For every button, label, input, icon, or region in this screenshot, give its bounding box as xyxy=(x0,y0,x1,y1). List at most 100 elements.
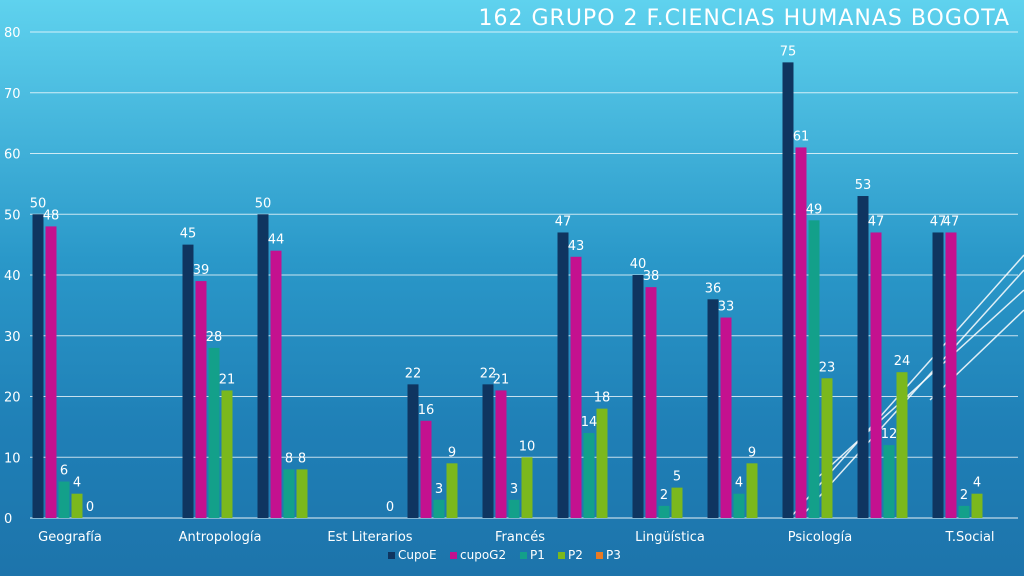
bar-p1 xyxy=(58,481,70,518)
data-label: 10 xyxy=(519,439,536,454)
bar-p1 xyxy=(208,347,220,518)
data-label: 47 xyxy=(868,214,885,229)
data-label: 8 xyxy=(298,451,306,466)
legend-label: CupoE xyxy=(398,548,437,562)
data-label: 21 xyxy=(493,372,510,387)
x-axis-ticks: Geografía Antropología Est Literarios Franc… xyxy=(38,530,994,545)
bar-p1 xyxy=(658,505,670,518)
bar-cupog2 xyxy=(645,287,657,518)
bar-cupoe xyxy=(632,275,644,518)
bar-p2 xyxy=(221,390,233,518)
bar-p2 xyxy=(521,457,533,518)
legend-swatch xyxy=(558,552,565,559)
data-label: 50 xyxy=(255,196,272,211)
data-label: 36 xyxy=(705,281,722,296)
bar-cupoe xyxy=(182,244,194,518)
legend-label: cupoG2 xyxy=(460,548,506,562)
data-label: 50 xyxy=(30,196,47,211)
y-tick-label: 10 xyxy=(4,451,21,466)
legend: CupoE cupoG2 P1 P2 P3 xyxy=(388,548,621,562)
bar-cupog2 xyxy=(45,226,57,518)
chart-title: 162 GRUPO 2 F.CIENCIAS HUMANAS BOGOTA xyxy=(478,6,1010,31)
y-tick-label: 60 xyxy=(4,148,21,163)
legend-swatch xyxy=(520,552,527,559)
bar-p2 xyxy=(971,493,983,518)
legend-swatch xyxy=(450,552,457,559)
data-label: 45 xyxy=(180,227,197,242)
bar-cupoe xyxy=(707,299,719,518)
bar-cupoe xyxy=(932,232,944,518)
bar-p1 xyxy=(433,499,445,518)
data-label: 18 xyxy=(594,391,611,406)
data-label: 47 xyxy=(943,214,960,229)
data-label: 47 xyxy=(555,214,572,229)
data-label: 0 xyxy=(86,500,94,515)
x-tick-label: Psicología xyxy=(788,530,853,545)
data-label: 3 xyxy=(510,482,518,497)
x-tick-label: Antropología xyxy=(179,530,262,545)
data-label: 44 xyxy=(268,233,285,248)
bar-cupog2 xyxy=(570,256,582,518)
decorative-line xyxy=(929,309,1024,401)
data-label: 47 xyxy=(930,214,947,229)
legend-label: P2 xyxy=(568,548,583,562)
data-label: 38 xyxy=(643,269,660,284)
decorative-line xyxy=(799,269,1024,519)
legend-swatch xyxy=(596,552,603,559)
bar-p1 xyxy=(808,220,820,518)
data-label: 2 xyxy=(660,488,668,503)
data-label: 24 xyxy=(894,354,911,369)
bar-p2 xyxy=(446,463,458,518)
bar-p2 xyxy=(596,408,608,518)
data-label: 61 xyxy=(793,129,810,144)
x-tick-label: Geografía xyxy=(38,530,102,545)
data-label: 40 xyxy=(630,257,647,272)
data-label: 2 xyxy=(960,488,968,503)
bar-p1 xyxy=(958,505,970,518)
bars xyxy=(32,62,983,519)
data-label: 22 xyxy=(480,366,497,381)
bar-cupoe xyxy=(407,384,419,518)
bar-p1 xyxy=(283,469,295,518)
x-tick-label: T.Social xyxy=(944,530,994,545)
bar-cupoe xyxy=(557,232,569,518)
bar-cupoe xyxy=(257,214,269,518)
data-label: 4 xyxy=(973,476,981,491)
data-label: 3 xyxy=(435,482,443,497)
bar-cupoe xyxy=(782,62,794,518)
data-label: 21 xyxy=(219,372,236,387)
data-label: 6 xyxy=(60,464,68,479)
bar-p1 xyxy=(583,432,595,518)
legend-label: P1 xyxy=(530,548,545,562)
legend-label: P3 xyxy=(606,548,621,562)
bar-cupog2 xyxy=(270,250,282,518)
bar-cupog2 xyxy=(420,420,432,518)
data-label: 0 xyxy=(386,500,394,515)
data-label: 22 xyxy=(405,366,422,381)
data-label: 4 xyxy=(73,476,81,491)
data-label: 8 xyxy=(285,451,293,466)
y-axis-ticks: 0 10 20 30 40 50 60 70 80 xyxy=(4,26,21,527)
data-label: 28 xyxy=(206,330,223,345)
bar-p2 xyxy=(671,487,683,518)
bar-p1 xyxy=(508,499,520,518)
data-label: 12 xyxy=(881,427,898,442)
data-label: 4 xyxy=(735,476,743,491)
data-label: 23 xyxy=(819,360,836,375)
data-label: 14 xyxy=(581,415,598,430)
bar-cupog2 xyxy=(195,281,207,518)
bar-cupoe xyxy=(857,196,869,518)
y-tick-label: 40 xyxy=(4,269,21,284)
data-label: 9 xyxy=(748,445,756,460)
bar-p2 xyxy=(71,493,83,518)
x-tick-label: Francés xyxy=(495,530,545,545)
data-label: 48 xyxy=(43,208,60,223)
data-label: 49 xyxy=(806,202,823,217)
bar-cupog2 xyxy=(795,147,807,519)
data-label: 33 xyxy=(718,300,735,315)
bar-cupog2 xyxy=(720,317,732,518)
bar-p2 xyxy=(896,372,908,518)
